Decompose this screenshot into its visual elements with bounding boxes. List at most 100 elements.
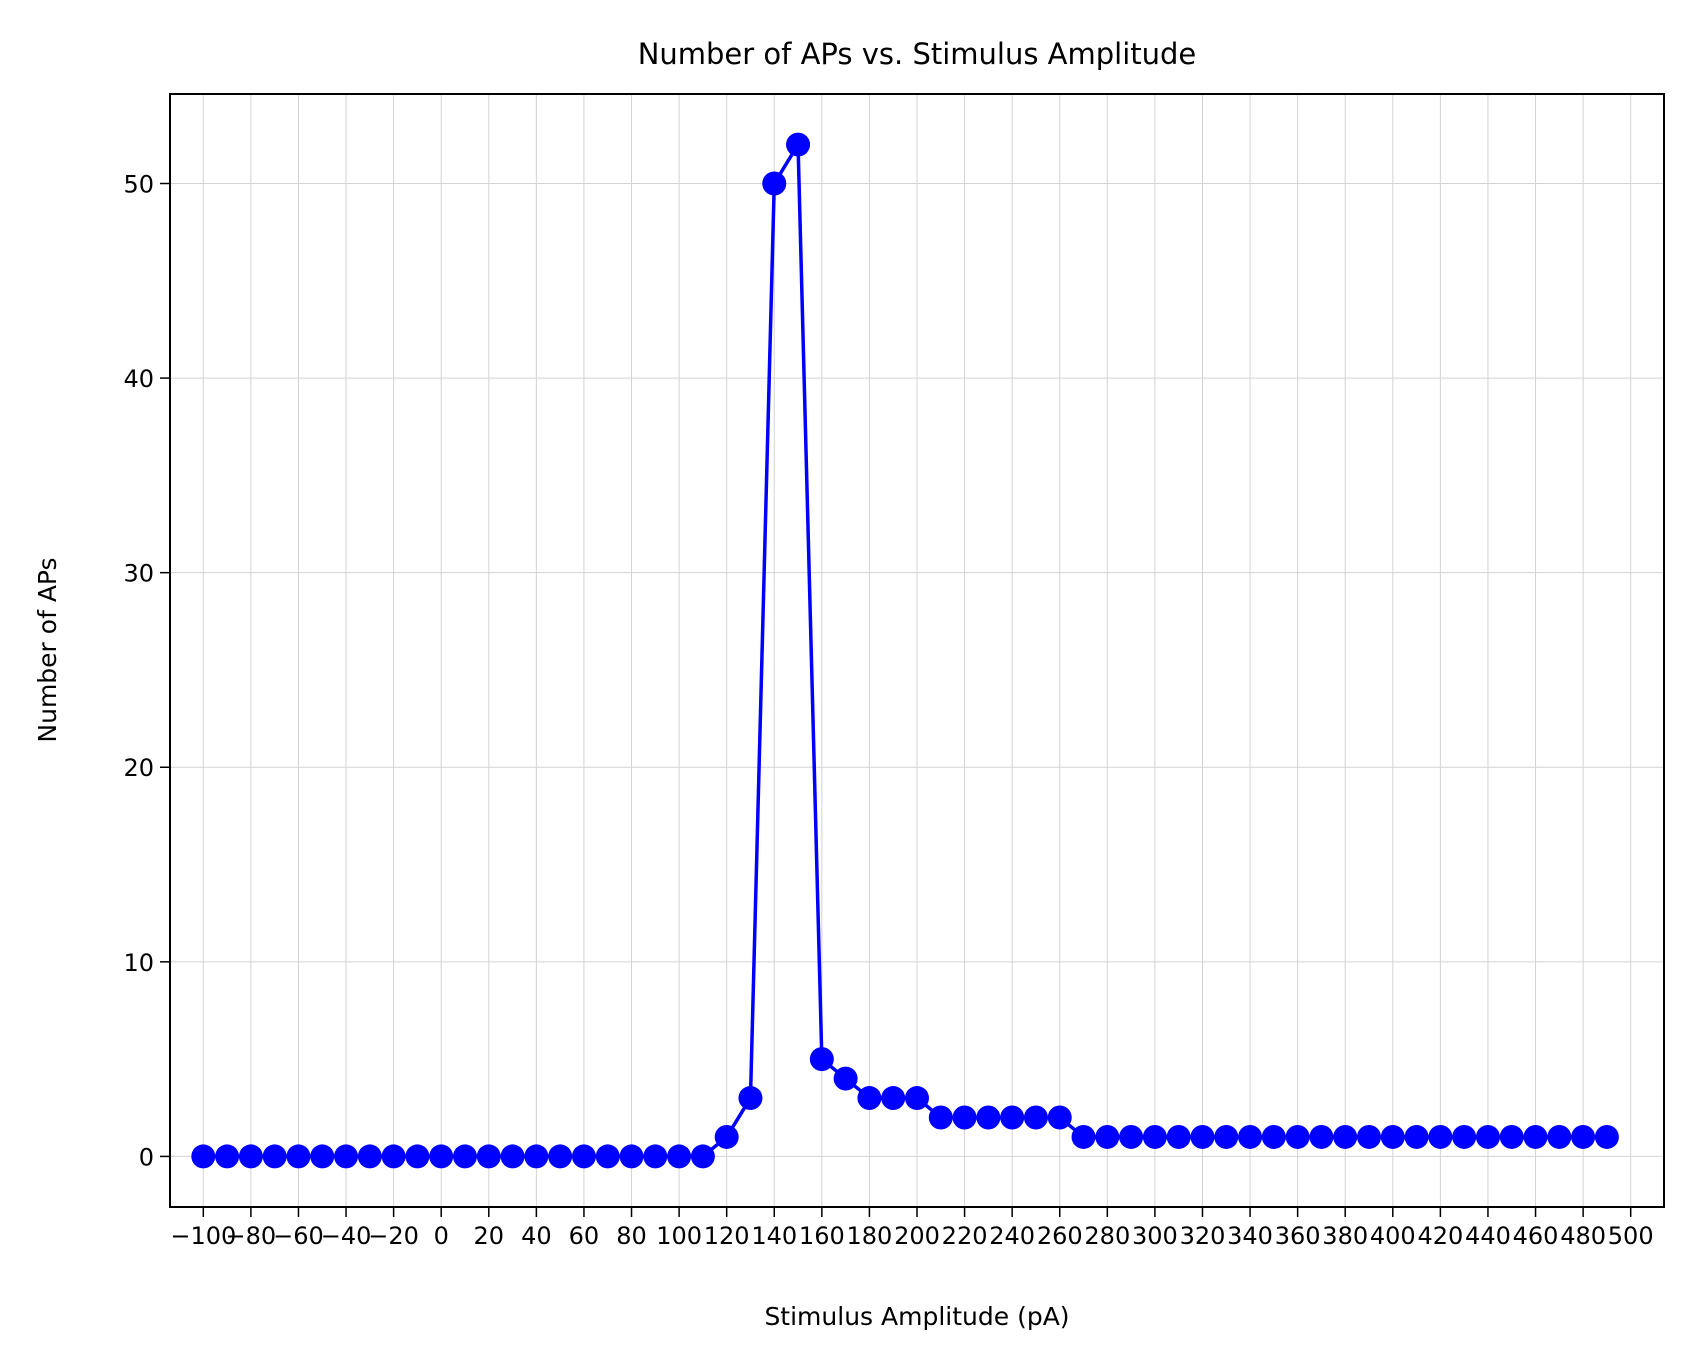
data-point bbox=[286, 1144, 311, 1169]
x-tick-label: 100 bbox=[656, 1222, 702, 1250]
data-point bbox=[524, 1144, 549, 1169]
data-point bbox=[1475, 1124, 1500, 1149]
chart-title: Number of APs vs. Stimulus Amplitude bbox=[638, 37, 1197, 71]
data-point bbox=[1594, 1124, 1619, 1149]
x-tick-label: 340 bbox=[1227, 1222, 1273, 1250]
x-tick-label: 240 bbox=[989, 1222, 1035, 1250]
data-point bbox=[1238, 1124, 1263, 1149]
x-tick-label: 320 bbox=[1180, 1222, 1226, 1250]
x-tick-label: 140 bbox=[751, 1222, 797, 1250]
data-point bbox=[690, 1144, 715, 1169]
x-tick-label: 280 bbox=[1084, 1222, 1130, 1250]
data-point bbox=[238, 1144, 263, 1169]
data-point bbox=[429, 1144, 454, 1169]
x-tick-label: 300 bbox=[1132, 1222, 1178, 1250]
data-point bbox=[1261, 1124, 1286, 1149]
data-point bbox=[1404, 1124, 1429, 1149]
data-point bbox=[738, 1086, 763, 1111]
data-point bbox=[1333, 1124, 1358, 1149]
data-point bbox=[1214, 1124, 1239, 1149]
data-point bbox=[1023, 1105, 1048, 1130]
x-axis-label: Stimulus Amplitude (pA) bbox=[764, 1302, 1069, 1331]
data-point bbox=[262, 1144, 287, 1169]
data-point bbox=[215, 1144, 240, 1169]
x-tick-label: 440 bbox=[1465, 1222, 1511, 1250]
x-tick-label: 0 bbox=[434, 1222, 449, 1250]
data-point bbox=[1047, 1105, 1072, 1130]
data-point bbox=[1142, 1124, 1167, 1149]
x-tick-label: 220 bbox=[942, 1222, 988, 1250]
x-tick-label: −20 bbox=[368, 1222, 419, 1250]
data-point bbox=[905, 1086, 929, 1111]
data-point bbox=[1119, 1124, 1144, 1149]
data-point bbox=[833, 1066, 858, 1091]
data-point bbox=[1547, 1124, 1572, 1149]
x-tick-label: 400 bbox=[1370, 1222, 1416, 1250]
x-tick-label: 180 bbox=[847, 1222, 893, 1250]
data-point bbox=[405, 1144, 430, 1169]
data-point bbox=[1000, 1105, 1025, 1130]
y-tick-label: 30 bbox=[123, 560, 154, 588]
x-tick-label: −60 bbox=[273, 1222, 324, 1250]
x-tick-label: 380 bbox=[1322, 1222, 1368, 1250]
data-point bbox=[310, 1144, 335, 1169]
x-tick-label: 60 bbox=[569, 1222, 600, 1250]
data-point bbox=[809, 1047, 834, 1072]
x-tick-label: −40 bbox=[321, 1222, 372, 1250]
x-tick-label: −100 bbox=[170, 1222, 236, 1250]
series-layer bbox=[191, 132, 1619, 1169]
x-tick-label: 460 bbox=[1513, 1222, 1559, 1250]
data-point bbox=[952, 1105, 977, 1130]
x-tick-label: 420 bbox=[1417, 1222, 1463, 1250]
data-point bbox=[595, 1144, 620, 1169]
data-point bbox=[786, 132, 811, 157]
data-point bbox=[476, 1144, 501, 1169]
data-point bbox=[357, 1144, 382, 1169]
data-point bbox=[1428, 1124, 1453, 1149]
data-point bbox=[381, 1144, 406, 1169]
data-point bbox=[1166, 1124, 1191, 1149]
data-point bbox=[1071, 1124, 1096, 1149]
data-point bbox=[619, 1144, 644, 1169]
data-point bbox=[1285, 1124, 1310, 1149]
data-point bbox=[928, 1105, 953, 1130]
y-tick-label: 40 bbox=[123, 365, 154, 393]
x-tick-label: 80 bbox=[616, 1222, 647, 1250]
data-point bbox=[1190, 1124, 1215, 1149]
x-tick-label: −80 bbox=[226, 1222, 277, 1250]
x-tick-label: 160 bbox=[799, 1222, 845, 1250]
data-point bbox=[976, 1105, 1001, 1130]
data-point bbox=[191, 1144, 216, 1169]
data-point bbox=[643, 1144, 668, 1169]
y-axis-label: Number of APs bbox=[33, 557, 62, 742]
data-point bbox=[500, 1144, 525, 1169]
data-point bbox=[334, 1144, 359, 1169]
x-tick-label: 500 bbox=[1608, 1222, 1654, 1250]
data-point bbox=[667, 1144, 692, 1169]
data-point bbox=[1571, 1124, 1596, 1149]
data-point bbox=[762, 171, 787, 196]
y-tick-label: 50 bbox=[123, 171, 154, 199]
x-tick-label: 260 bbox=[1037, 1222, 1083, 1250]
y-tick-label: 20 bbox=[123, 754, 154, 782]
x-tick-label: 20 bbox=[474, 1222, 505, 1250]
data-point bbox=[1380, 1124, 1405, 1149]
data-point bbox=[881, 1086, 906, 1111]
x-tick-label: 40 bbox=[521, 1222, 552, 1250]
y-tick-label: 10 bbox=[123, 949, 154, 977]
data-point bbox=[1499, 1124, 1524, 1149]
y-tick-label: 0 bbox=[139, 1143, 154, 1171]
data-point bbox=[714, 1124, 739, 1149]
data-point bbox=[571, 1144, 596, 1169]
x-tick-label: 360 bbox=[1275, 1222, 1321, 1250]
data-point bbox=[1357, 1124, 1382, 1149]
data-point bbox=[1523, 1124, 1548, 1149]
x-tick-label: 200 bbox=[894, 1222, 940, 1250]
axis-ticks: −100−80−60−40−20 0 20 40 60 80 100 120 140 160 180… bbox=[123, 171, 1653, 1250]
data-point bbox=[452, 1144, 477, 1169]
data-point bbox=[1309, 1124, 1334, 1149]
x-tick-label: 480 bbox=[1560, 1222, 1606, 1250]
data-point bbox=[548, 1144, 573, 1169]
